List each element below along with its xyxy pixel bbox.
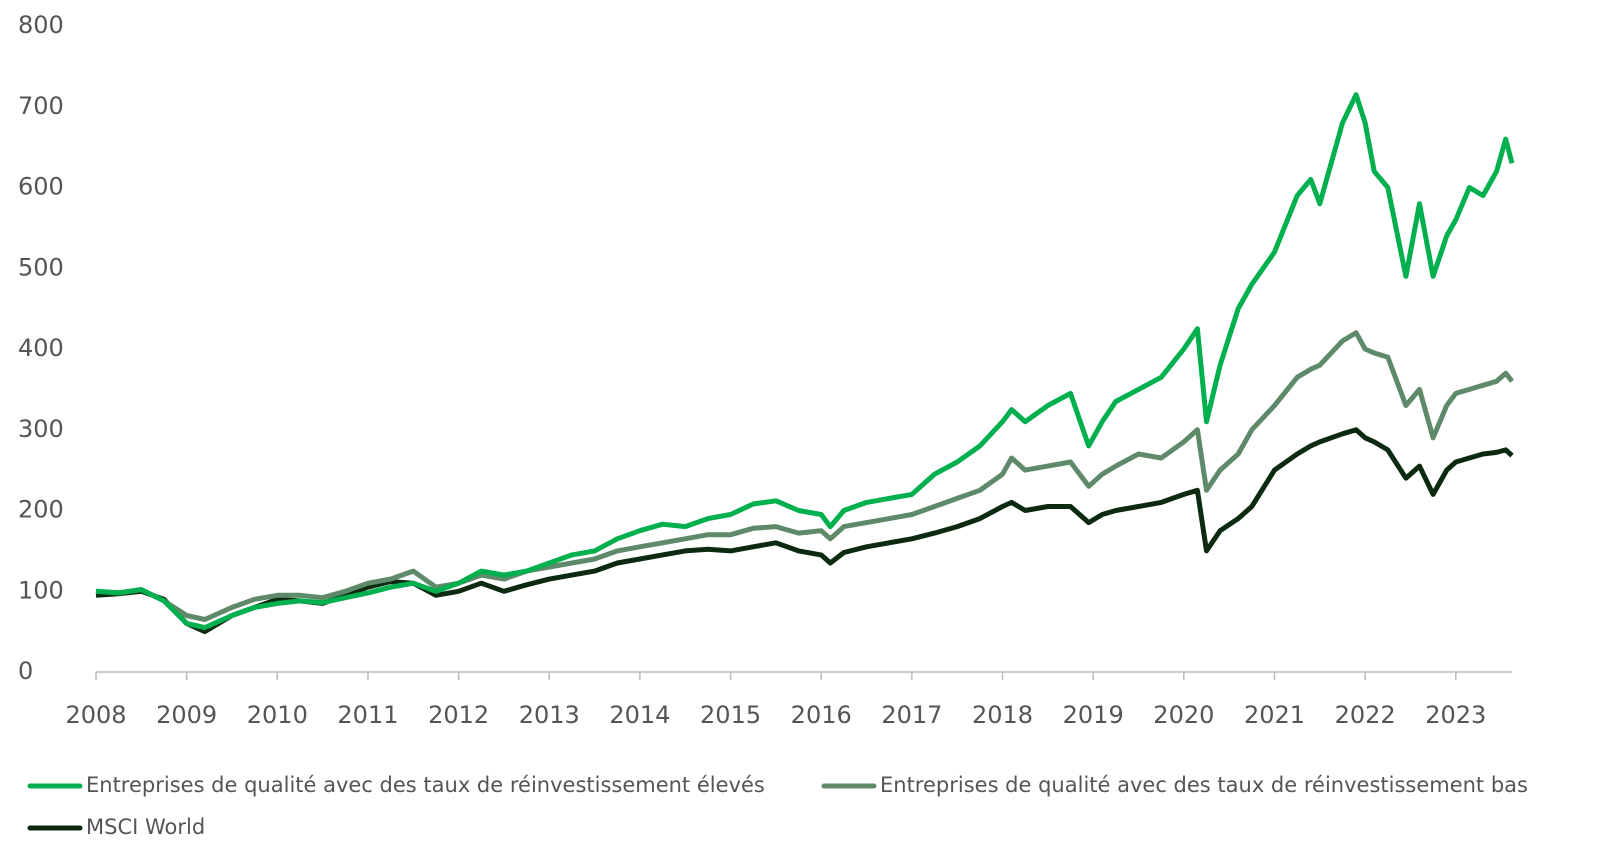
- y-tick-label: 400: [18, 334, 64, 362]
- x-tick-label: 2018: [972, 701, 1033, 729]
- series-line: [95, 330, 1514, 622]
- y-tick-label: 700: [18, 92, 64, 120]
- y-tick-label: 500: [18, 253, 64, 281]
- x-tick-label: 2017: [881, 701, 942, 729]
- x-tick-label: 2008: [65, 701, 126, 729]
- y-tick-label: 300: [18, 415, 64, 443]
- x-tick-label: 2020: [1153, 701, 1214, 729]
- y-tick-label: 0: [18, 657, 33, 685]
- series-line: [95, 92, 1515, 631]
- x-tick-label: 2014: [609, 701, 670, 729]
- x-tick-label: 2012: [428, 701, 489, 729]
- x-tick-label: 2010: [247, 701, 308, 729]
- x-tick-label: 2009: [156, 701, 217, 729]
- x-tick-label: 2019: [1063, 701, 1124, 729]
- x-tick-label: 2023: [1425, 701, 1486, 729]
- y-tick-label: 100: [18, 576, 64, 604]
- x-tick-label: 2021: [1244, 701, 1305, 729]
- y-tick-label: 600: [18, 173, 64, 201]
- y-tick-label: 800: [18, 11, 64, 39]
- x-tick-label: 2011: [337, 701, 398, 729]
- x-tick-label: 2016: [791, 701, 852, 729]
- legend-label: Entreprises de qualité avec des taux de …: [880, 773, 1528, 797]
- x-tick-label: 2015: [700, 701, 761, 729]
- legend-label: MSCI World: [86, 815, 205, 839]
- legend-label: Entreprises de qualité avec des taux de …: [86, 773, 765, 797]
- x-tick-label: 2013: [519, 701, 580, 729]
- series-line: [95, 427, 1514, 635]
- x-tick-label: 2022: [1335, 701, 1396, 729]
- y-tick-label: 200: [18, 496, 64, 524]
